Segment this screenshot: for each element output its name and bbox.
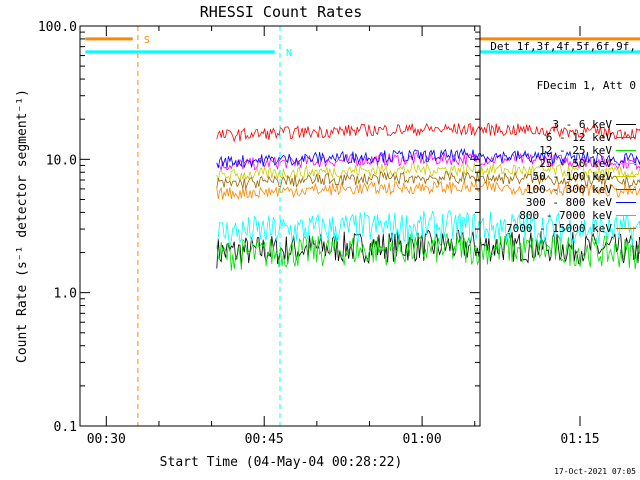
x-axis-label: Start Time (04-May-04 00:28:22) (160, 455, 403, 470)
legend-swatch-5 (616, 189, 636, 190)
y-tick-label-2: 10.0 (46, 153, 77, 168)
legend-entry-5: 100 - 300 keV (490, 183, 636, 196)
series-line-3 (216, 210, 640, 248)
series-line-8 (216, 171, 640, 189)
legend-swatch-2 (616, 150, 636, 151)
legend-swatch-7 (616, 215, 636, 216)
legend-swatch-3 (616, 163, 636, 164)
legend-rows: 3 - 6 keV 6 - 12 keV 12 - 25 keV 25 - 50 ke… (490, 118, 636, 235)
x-tick-label-2: 01:00 (403, 432, 442, 447)
plot-frame (79, 25, 481, 427)
legend-entry-7: 800 - 7000 keV (490, 209, 636, 222)
legend-label-4: 50 - 100 keV (532, 170, 612, 183)
x-tick-label-3: 01:15 (560, 432, 599, 447)
series-line-2 (216, 233, 640, 271)
legend-label-6: 300 - 800 keV (525, 196, 612, 209)
legend-swatch-4 (616, 176, 636, 177)
y-tick-label-1: 1.0 (54, 287, 77, 302)
y-tick-label-3: 100.0 (38, 20, 77, 35)
chart-title: RHESSI Count Rates (200, 3, 363, 21)
legend-label-8: 7000 - 15000 keV (506, 222, 612, 235)
legend-entry-1: 6 - 12 keV (490, 131, 636, 144)
legend-entry-3: 25 - 50 keV (490, 157, 636, 170)
y-axis-label: Count Rate (s⁻¹ detector segment⁻¹) (15, 89, 30, 363)
series-layer (216, 122, 640, 271)
legend-label-0: 3 - 6 keV (552, 118, 612, 131)
legend-swatch-8 (616, 228, 636, 229)
series-line-0 (216, 229, 640, 269)
legend-header-line-1: Det 1f,3f,4f,5f,6f,9f, (490, 40, 636, 53)
marker-layer: SN (85, 26, 640, 426)
legend: Det 1f,3f,4f,5f,6f,9f, FDecim 1, Att 0 3… (490, 14, 636, 248)
legend-swatch-0 (616, 124, 636, 125)
x-tick-label-0: 00:30 (87, 432, 126, 447)
legend-label-5: 100 - 300 keV (525, 183, 612, 196)
marker-label-0: S (144, 35, 150, 46)
legend-entry-0: 3 - 6 keV (490, 118, 636, 131)
x-tick-label-1: 00:45 (245, 432, 284, 447)
legend-label-7: 800 - 7000 keV (519, 209, 612, 222)
legend-label-2: 12 - 25 keV (539, 144, 612, 157)
y-tick-label-0: 0.1 (54, 420, 77, 435)
legend-swatch-6 (616, 202, 636, 203)
legend-header-line-2: FDecim 1, Att 0 (536, 79, 636, 92)
legend-label-3: 25 - 50 keV (539, 157, 612, 170)
legend-entry-6: 300 - 800 keV (490, 196, 636, 209)
axis-layer: 0.11.010.0100.000:3000:4501:0001:1501:30… (38, 20, 600, 447)
series-line-5 (216, 122, 640, 143)
series-line-4 (216, 163, 640, 182)
series-line-7 (216, 179, 640, 201)
legend-swatch-1 (616, 137, 636, 138)
legend-entry-4: 50 - 100 keV (490, 170, 636, 183)
legend-entry-2: 12 - 25 keV (490, 144, 636, 157)
series-line-6 (216, 147, 640, 169)
generation-timestamp: 17-Oct-2021 07:05 (554, 467, 636, 476)
series-line-1 (216, 152, 640, 171)
legend-entry-8: 7000 - 15000 keV (490, 222, 636, 235)
legend-label-1: 6 - 12 keV (545, 131, 612, 144)
marker-label-1: N (286, 48, 292, 59)
